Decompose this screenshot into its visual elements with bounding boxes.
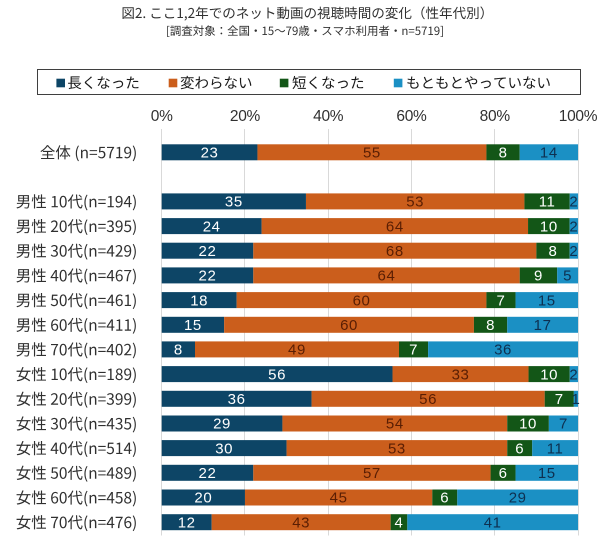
svg-text:36: 36 (228, 391, 246, 408)
svg-text:17: 17 (534, 317, 552, 334)
svg-text:33: 33 (452, 366, 470, 383)
svg-text:2: 2 (569, 243, 578, 260)
svg-text:36: 36 (494, 342, 512, 359)
svg-text:10: 10 (540, 366, 558, 383)
svg-text:22: 22 (199, 268, 217, 285)
svg-text:10: 10 (519, 416, 537, 433)
svg-text:29: 29 (213, 416, 231, 433)
svg-text:8: 8 (486, 317, 495, 334)
svg-text:23: 23 (201, 145, 219, 162)
svg-text:5: 5 (563, 268, 572, 285)
svg-text:2: 2 (569, 194, 578, 211)
svg-text:64: 64 (378, 268, 396, 285)
svg-text:7: 7 (497, 292, 506, 309)
svg-text:1: 1 (571, 391, 580, 408)
svg-text:53: 53 (406, 194, 424, 211)
svg-text:10: 10 (540, 218, 558, 235)
svg-text:2: 2 (569, 218, 578, 235)
svg-text:56: 56 (268, 366, 286, 383)
svg-text:43: 43 (292, 514, 310, 531)
svg-text:15: 15 (184, 317, 202, 334)
svg-text:64: 64 (386, 218, 404, 235)
svg-text:8: 8 (499, 145, 508, 162)
svg-text:11: 11 (547, 440, 564, 457)
svg-text:53: 53 (388, 440, 406, 457)
svg-text:15: 15 (538, 292, 556, 309)
svg-text:7: 7 (409, 342, 418, 359)
svg-text:22: 22 (199, 243, 217, 260)
svg-text:14: 14 (540, 145, 558, 162)
svg-text:20%: 20% (230, 108, 261, 125)
svg-text:20: 20 (194, 490, 212, 507)
svg-text:15: 15 (538, 465, 556, 482)
svg-text:22: 22 (199, 465, 217, 482)
svg-text:6: 6 (499, 465, 508, 482)
svg-text:55: 55 (363, 145, 381, 162)
svg-text:0%: 0% (151, 108, 173, 125)
svg-text:100%: 100% (559, 108, 598, 125)
svg-text:7: 7 (559, 416, 568, 433)
svg-text:60%: 60% (396, 108, 427, 125)
svg-text:4: 4 (395, 514, 404, 531)
svg-text:54: 54 (386, 416, 404, 433)
svg-text:60: 60 (353, 292, 371, 309)
svg-text:8: 8 (174, 342, 183, 359)
svg-text:8: 8 (549, 243, 558, 260)
svg-text:6: 6 (515, 440, 524, 457)
svg-text:41: 41 (484, 514, 502, 531)
svg-text:80%: 80% (480, 108, 511, 125)
svg-text:30: 30 (215, 440, 233, 457)
svg-text:11: 11 (539, 194, 556, 211)
svg-text:29: 29 (509, 490, 527, 507)
svg-text:49: 49 (288, 342, 306, 359)
svg-text:60: 60 (340, 317, 358, 334)
svg-text:7: 7 (555, 391, 564, 408)
svg-text:35: 35 (225, 194, 243, 211)
svg-text:68: 68 (386, 243, 404, 260)
svg-text:24: 24 (203, 218, 221, 235)
svg-text:18: 18 (190, 292, 208, 309)
svg-text:45: 45 (330, 490, 348, 507)
svg-text:12: 12 (178, 514, 196, 531)
svg-text:6: 6 (440, 490, 449, 507)
svg-text:2: 2 (569, 366, 578, 383)
svg-text:9: 9 (534, 268, 543, 285)
svg-text:40%: 40% (313, 108, 344, 125)
svg-text:56: 56 (419, 391, 437, 408)
svg-text:57: 57 (363, 465, 381, 482)
